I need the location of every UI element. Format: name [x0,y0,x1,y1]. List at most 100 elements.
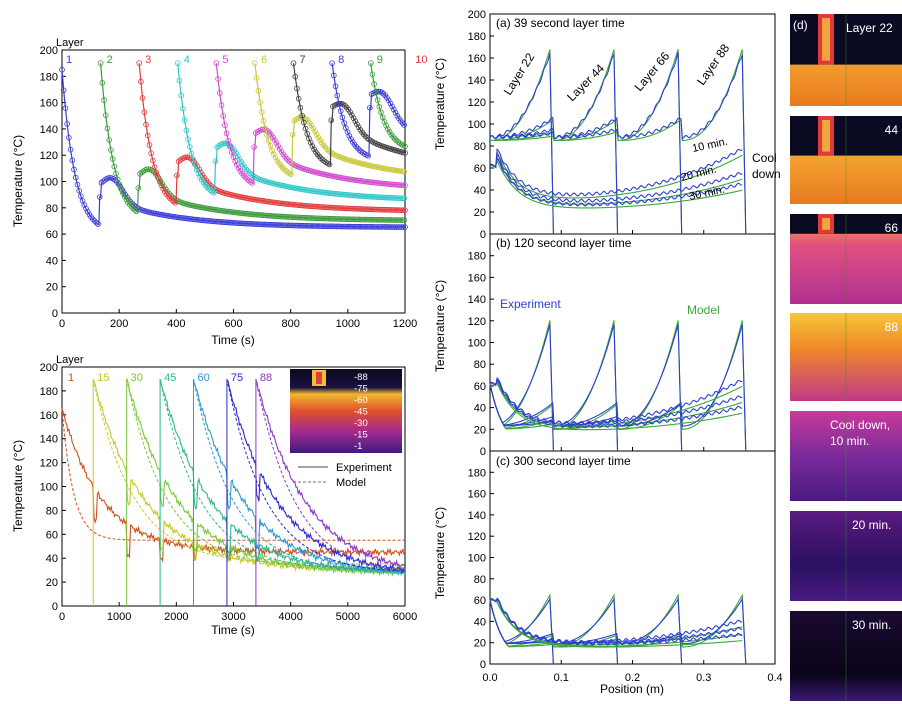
layer-label-75: 75 [231,372,243,384]
marker [150,157,156,164]
annotation-cool: Cool [752,151,777,165]
legend-experiment: Experiment [336,462,392,474]
marker [349,112,355,118]
layer-label-10: 10 [415,54,427,66]
y-tick-label: 140 [468,294,486,306]
tile-label-6: 20 min. [852,518,891,532]
y-tick-label: 180 [40,71,58,83]
x-tick-label: 3000 [221,611,245,623]
marker [204,184,210,190]
marker [99,80,106,86]
marker [83,205,89,212]
marker [385,97,392,104]
legend: Experiment Model [298,462,392,489]
y-tick-label: 180 [468,31,486,43]
y-tick-label: 120 [40,458,58,470]
marker [397,217,404,223]
marker [348,136,354,142]
marker [98,179,105,186]
marker [212,158,219,165]
annotation-model: Model [687,303,720,317]
annotation-layer-66: Layer 66 [632,49,673,94]
y-tick-label: 180 [468,467,486,479]
deposit-hot [822,120,830,152]
experiment-profile-0-2 [489,51,683,235]
marker [398,182,405,188]
marker [277,146,283,152]
y-tick-label: 0 [52,308,58,320]
experiment-line-layer-75 [226,380,405,575]
y-tick-label: 40 [474,403,486,415]
model-cooldown-1-2 [490,382,743,431]
marker [322,144,329,151]
hotspot-core [316,372,322,384]
deposit-hot [822,18,830,61]
marker [260,117,267,124]
y-tick-label: 20 [46,282,58,294]
marker [78,193,84,199]
y-tick-label: 100 [468,119,486,131]
y-tick-label: 200 [40,45,58,57]
marker [341,120,347,126]
y-axis-label: Temperature (°C) [11,440,25,532]
marker [72,174,79,181]
x-tick-label: 0.4 [767,672,782,684]
experiment-cooldown-0-0 [489,147,743,197]
tile-label-5: 10 min. [830,434,869,448]
marker [367,60,374,66]
y-tick-label: 120 [40,150,58,162]
marker [186,144,193,150]
marker [167,195,173,202]
marker [182,154,189,161]
model-cooldown-2-2 [490,599,743,648]
marker [106,137,112,143]
marker [178,92,184,99]
y-tick-label: 80 [474,359,486,371]
marker [369,71,376,78]
marker [64,121,70,127]
marker [315,134,322,141]
marker [172,199,178,206]
marker [361,131,367,138]
marker [334,92,341,99]
colorbar-label: -15 [354,430,368,441]
marker [133,208,140,215]
layer-label-1: 1 [66,54,72,66]
experiment-cooldown-1-2 [489,379,743,429]
marker [326,161,333,168]
colorbar-label: -45 [354,407,368,418]
marker [310,125,317,132]
colorbar-label: -75 [354,384,368,395]
annotation-30min: 30 min. [688,184,726,203]
marker [240,172,247,179]
marker [238,159,245,165]
y-tick-label: 80 [46,203,58,215]
layer-label-45: 45 [164,372,176,384]
marker [355,145,361,152]
y-tick-label: 160 [468,53,486,65]
marker [262,125,269,132]
legend-title: Layer [56,37,84,49]
x-tick-label: 2000 [164,611,188,623]
marker [253,75,260,81]
marker [114,176,121,183]
marker [401,195,407,202]
y-tick-label: 40 [474,616,486,628]
model-cooldown-0-0 [490,150,743,199]
marker [336,101,342,107]
marker [109,156,116,162]
subpanel-title-b: (b) 120 second layer time [496,236,632,250]
marker [244,176,251,182]
marker [308,122,315,129]
annotation-layer-22: Layer 22 [501,50,538,97]
marker [242,174,249,181]
marker [401,168,407,175]
marker [128,203,135,210]
y-tick-label: 20 [474,424,486,436]
layer-label-6: 6 [261,54,267,66]
marker [102,112,109,118]
marker [289,131,296,138]
marker [385,126,391,132]
